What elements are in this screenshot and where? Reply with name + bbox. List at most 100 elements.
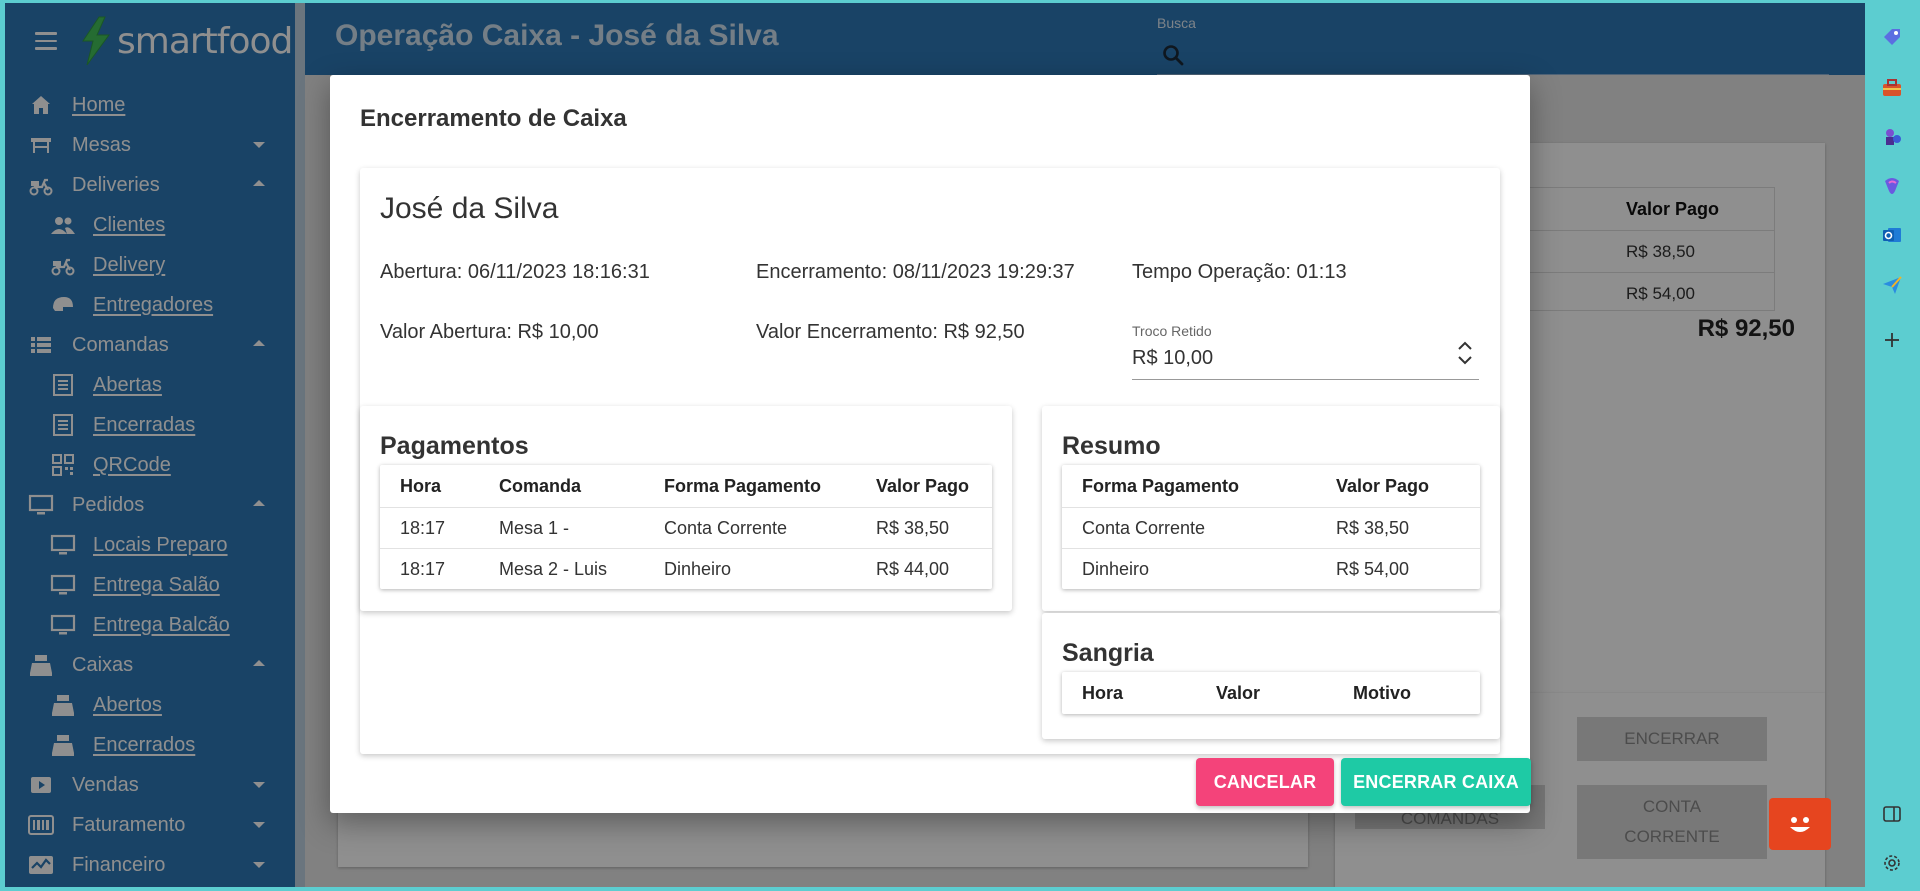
sidebar-item-mesas[interactable]: Mesas: [5, 125, 295, 165]
tag-icon[interactable]: [1879, 24, 1905, 50]
sidebar-item-clientes[interactable]: Clientes: [5, 205, 295, 245]
sidebar-item-abertos[interactable]: Abertos: [5, 685, 295, 725]
troco-retido-field[interactable]: Troco Retido R$ 10,00: [1132, 323, 1479, 380]
bg-conta-corrente-button[interactable]: CONTA CORRENTE: [1577, 785, 1767, 859]
opening-datetime: Abertura: 06/11/2023 18:16:31: [380, 261, 650, 283]
page-title: Operação Caixa - José da Silva: [335, 19, 779, 52]
sidebar-item-label: Pedidos: [72, 493, 145, 516]
col-valor-pago[interactable]: Valor Pago: [876, 475, 970, 496]
brand-bar: smartfood: [5, 3, 295, 79]
add-icon[interactable]: [1879, 327, 1905, 353]
sidebar-nav: Home Mesas Deliveries Clientes Delivery Entre…: [5, 85, 295, 885]
caret-down-icon[interactable]: [253, 822, 265, 828]
monitor-icon: [49, 611, 77, 639]
copilot-icon[interactable]: [1879, 173, 1905, 199]
sidebar-item-label: Entregadores: [93, 293, 214, 316]
sidebar-item-label: Financeiro: [72, 853, 166, 876]
sidebar-item-vendas[interactable]: Vendas: [5, 765, 295, 805]
sidebar-item-encerradas[interactable]: Encerradas: [5, 405, 295, 445]
sidebar-item-encerrados[interactable]: Encerrados: [5, 725, 295, 765]
sidebar-item-entregadores[interactable]: Entregadores: [5, 285, 295, 325]
monitor-icon: [27, 491, 55, 519]
search-icon[interactable]: [1161, 43, 1185, 72]
sidebar-item-label: Deliveries: [72, 173, 160, 196]
col-comanda[interactable]: Comanda: [499, 475, 582, 496]
bg-row-value: R$ 38,50: [1626, 241, 1695, 261]
troco-retido-value[interactable]: R$ 10,00: [1132, 347, 1214, 369]
logo-bolt-icon: [82, 16, 110, 66]
dialog-title: Encerramento de Caixa: [360, 105, 627, 132]
logo[interactable]: smartfood: [75, 15, 293, 67]
caret-up-icon[interactable]: [253, 500, 265, 506]
send-icon[interactable]: [1879, 272, 1905, 298]
sidebar-item-qrcode[interactable]: QRCode: [5, 445, 295, 485]
monitor-icon: [49, 571, 77, 599]
closing-value: Valor Encerramento: R$ 92,50: [756, 321, 1025, 343]
cancel-button[interactable]: CANCELAR: [1196, 758, 1334, 806]
table-header-row: Forma Pagamento Valor Pago: [1062, 465, 1480, 507]
settings-icon[interactable]: [1879, 850, 1905, 876]
col-motivo[interactable]: Motivo: [1353, 682, 1411, 703]
col-forma-pagamento[interactable]: Forma Pagamento: [1082, 475, 1240, 496]
chevron-down-icon[interactable]: [1457, 355, 1473, 365]
caret-down-icon[interactable]: [253, 782, 265, 788]
number-stepper[interactable]: [1457, 341, 1473, 365]
caret-up-icon[interactable]: [253, 340, 265, 346]
sidebar-item-label: Vendas: [72, 773, 139, 796]
close-register-button[interactable]: ENCERRAR CAIXA: [1341, 758, 1531, 806]
operator-name: José da Silva: [380, 192, 559, 225]
table-icon: [27, 131, 55, 159]
cash-register-icon: [49, 731, 77, 759]
caret-up-icon[interactable]: [253, 180, 265, 186]
table-row[interactable]: 18:17 Mesa 2 - Luis Dinheiro R$ 44,00: [380, 548, 992, 589]
caret-up-icon[interactable]: [253, 660, 265, 666]
chevron-up-icon[interactable]: [1457, 341, 1473, 351]
operation-time: Tempo Operação: 01:13: [1132, 261, 1347, 283]
bg-encerrar-button[interactable]: ENCERRAR: [1577, 717, 1767, 761]
col-forma-pagamento[interactable]: Forma Pagamento: [664, 475, 822, 496]
caret-down-icon[interactable]: [253, 142, 265, 148]
chess-icon[interactable]: [1879, 124, 1905, 150]
receipt-icon: [49, 411, 77, 439]
bg-table-row: R$ 38,50: [1336, 230, 1774, 272]
hamburger-menu-icon[interactable]: [35, 26, 65, 56]
sidebar-item-deliveries[interactable]: Deliveries: [5, 165, 295, 205]
cell-valor-pago: R$ 38,50: [876, 517, 950, 538]
bot-face-icon: [1790, 817, 1810, 832]
sidebar-item-entrega-salao[interactable]: Entrega Salão: [5, 565, 295, 605]
cell-valor-pago: R$ 44,00: [876, 558, 950, 579]
sidebar-item-entrega-balcao[interactable]: Entrega Balcão: [5, 605, 295, 645]
sidebar-toggle-icon[interactable]: [1879, 801, 1905, 827]
table-row[interactable]: Dinheiro R$ 54,00: [1062, 548, 1480, 589]
sidebar-item-delivery[interactable]: Delivery: [5, 245, 295, 285]
troco-retido-label: Troco Retido: [1132, 323, 1212, 339]
outlook-icon[interactable]: [1879, 222, 1905, 248]
sidebar-item-home[interactable]: Home: [5, 85, 295, 125]
sidebar-scrollbar[interactable]: [295, 3, 305, 887]
col-valor[interactable]: Valor: [1216, 682, 1261, 703]
search-field[interactable]: Busca: [1157, 15, 1829, 75]
sidebar-item-faturamento[interactable]: Faturamento: [5, 805, 295, 845]
search-label: Busca: [1157, 15, 1196, 31]
list-icon: [27, 331, 55, 359]
sidebar-item-pedidos[interactable]: Pedidos: [5, 485, 295, 525]
payments-table: Hora Comanda Forma Pagamento Valor Pago …: [380, 465, 992, 589]
bg-row-value: R$ 54,00: [1626, 283, 1695, 303]
browser-side-toolbar: [1865, 0, 1920, 891]
sidebar-item-caixas[interactable]: Caixas: [5, 645, 295, 685]
sidebar-item-comandas[interactable]: Comandas: [5, 325, 295, 365]
col-valor-pago[interactable]: Valor Pago: [1336, 475, 1430, 496]
col-hora[interactable]: Hora: [1082, 682, 1124, 703]
summary-title: Resumo: [1062, 432, 1161, 460]
toolbox-icon[interactable]: [1879, 75, 1905, 101]
caret-down-icon[interactable]: [253, 862, 265, 868]
table-row[interactable]: 18:17 Mesa 1 - Conta Corrente R$ 38,50: [380, 507, 992, 548]
sidebar-item-locais-preparo[interactable]: Locais Preparo: [5, 525, 295, 565]
sidebar-item-financeiro[interactable]: Financeiro: [5, 845, 295, 885]
table-row[interactable]: Conta Corrente R$ 38,50: [1062, 507, 1480, 548]
chat-bot-button[interactable]: [1769, 798, 1831, 850]
col-hora[interactable]: Hora: [400, 475, 442, 496]
home-icon: [27, 91, 55, 119]
sidebar-item-abertas[interactable]: Abertas: [5, 365, 295, 405]
app-window: smartfood Home Mesas Deliveries Clientes Del…: [5, 3, 1865, 887]
